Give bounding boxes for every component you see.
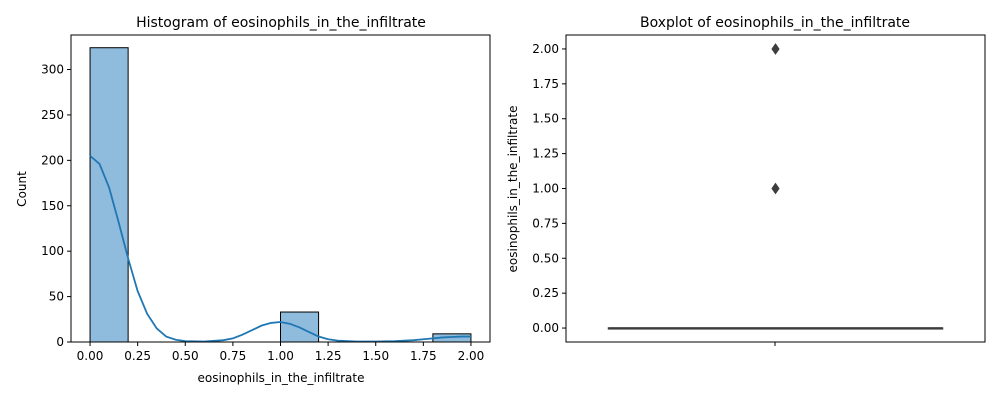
boxplot-panel: Boxplot of eosinophils_in_the_infiltrate… <box>506 15 986 346</box>
boxplot-y-tick-label: 2.00 <box>532 42 559 56</box>
histogram-x-tick-label: 0.00 <box>77 349 104 363</box>
histogram-y-axis-label: Count <box>15 171 29 207</box>
histogram-x-tick-label: 1.50 <box>362 349 389 363</box>
boxplot-title: Boxplot of eosinophils_in_the_infiltrate <box>640 15 910 31</box>
boxplot-y-tick-label: 0.25 <box>532 286 559 300</box>
histogram-y-tick-label: 0 <box>56 335 64 349</box>
histogram-axes-frame <box>70 34 491 343</box>
histogram-y-tick-label: 250 <box>41 108 64 122</box>
histogram-y-tick-label: 300 <box>41 63 64 77</box>
histogram-x-axis-label: eosinophils_in_the_infiltrate <box>198 371 365 385</box>
histogram-bars <box>89 47 472 343</box>
boxplot-box <box>607 327 944 330</box>
histogram-title: Histogram of eosinophils_in_the_infiltra… <box>136 15 426 31</box>
boxplot-outlier-point <box>771 43 780 55</box>
boxplot-y-tick-label: 1.50 <box>532 112 559 126</box>
histogram-x-tick-label: 1.25 <box>315 349 342 363</box>
histogram-x-tick-label: 2.00 <box>458 349 485 363</box>
boxplot-y-tick-label: 0.50 <box>532 251 559 265</box>
histogram-x-tick-label: 0.50 <box>172 349 199 363</box>
boxplot-y-tick-label: 1.25 <box>532 147 559 161</box>
histogram-x-tick-label: 1.00 <box>267 349 294 363</box>
histogram-panel: Histogram of eosinophils_in_the_infiltra… <box>15 15 491 385</box>
boxplot-y-tick-label: 0.75 <box>532 216 559 230</box>
histogram-y-tick-label: 100 <box>41 244 64 258</box>
boxplot-y-tick-label: 1.75 <box>532 77 559 91</box>
histogram-x-tick-label: 0.25 <box>124 349 151 363</box>
boxplot-y-tick-label: 1.00 <box>532 182 559 196</box>
histogram-x-ticks: 0.00 0.25 0.50 0.75 1.00 1.25 1.50 1.75 2.00 <box>77 342 485 363</box>
boxplot-y-axis-label: eosinophils_in_the_infiltrate <box>506 106 520 273</box>
histogram-y-tick-label: 50 <box>49 290 64 304</box>
histogram-kde-line <box>89 155 471 343</box>
histogram-x-tick-label: 0.75 <box>220 349 247 363</box>
histogram-x-tick-label: 1.75 <box>410 349 437 363</box>
boxplot-y-tick-label: 0.00 <box>532 321 559 335</box>
boxplot-outlier-point <box>771 182 780 195</box>
histogram-y-tick-label: 200 <box>41 153 64 167</box>
histogram-bar <box>89 47 129 343</box>
boxplot-y-ticks: 0.00 0.25 0.50 0.75 1.00 1.25 1.50 1.75 2.00 <box>532 42 566 335</box>
histogram-y-ticks: 0 50 100 150 200 250 300 <box>41 63 71 349</box>
histogram-y-tick-label: 150 <box>41 199 64 213</box>
boxplot-outliers <box>771 43 780 195</box>
